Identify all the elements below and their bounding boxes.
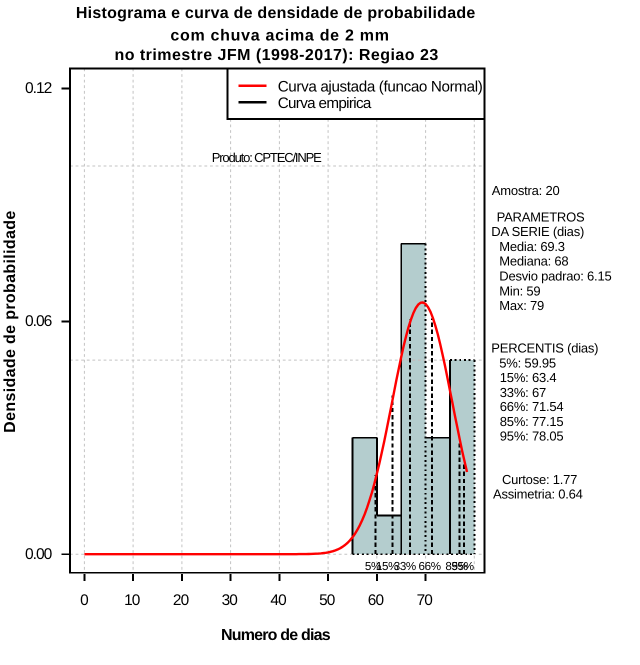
svg-text:Densidade de probabilidade: Densidade de probabilidade	[2, 210, 19, 432]
svg-text:15%: 63.4: 15%: 63.4	[500, 370, 557, 385]
svg-text:Amostra: 20: Amostra: 20	[492, 183, 560, 198]
svg-text:DA SERIE (dias): DA SERIE (dias)	[491, 224, 584, 239]
svg-text:Curva ajustada (funcao Normal): Curva ajustada (funcao Normal)	[278, 79, 483, 96]
svg-text:0: 0	[80, 592, 89, 609]
svg-text:Assimetria: 0.64: Assimetria: 0.64	[493, 487, 583, 502]
svg-text:0.00: 0.00	[25, 546, 53, 563]
svg-text:5%: 59.95: 5%: 59.95	[499, 355, 556, 370]
svg-text:10: 10	[124, 592, 140, 609]
svg-text:33%: 33%	[394, 560, 416, 573]
svg-text:85%: 77.15: 85%: 77.15	[500, 414, 564, 429]
svg-text:Histograma e curva de densidad: Histograma e curva de densidade de proba…	[76, 5, 476, 22]
svg-text:no trimestre JFM (1998-2017):: no trimestre JFM (1998-2017): Regiao 23	[114, 47, 438, 64]
svg-text:40: 40	[270, 592, 286, 609]
svg-text:Produto: CPTEC/INPE: Produto: CPTEC/INPE	[212, 150, 322, 165]
svg-text:Mediana: 68: Mediana: 68	[499, 254, 568, 269]
svg-text:70: 70	[417, 592, 433, 609]
svg-text:95%: 95%	[452, 560, 474, 573]
svg-text:66%: 71.54: 66%: 71.54	[500, 399, 564, 414]
svg-text:85%: 85%	[445, 560, 467, 573]
svg-text:Min: 59: Min: 59	[499, 283, 540, 298]
svg-text:0.12: 0.12	[25, 80, 52, 97]
svg-text:Numero de dias: Numero de dias	[221, 627, 331, 644]
svg-text:60: 60	[368, 592, 384, 609]
svg-text:Media: 69.3: Media: 69.3	[499, 239, 565, 254]
svg-text:95%: 78.05: 95%: 78.05	[500, 429, 564, 444]
svg-text:5%: 5%	[365, 560, 381, 573]
svg-text:Curtose: 1.77: Curtose: 1.77	[502, 472, 577, 487]
svg-text:Curva empirica: Curva empirica	[278, 95, 372, 112]
svg-text:50: 50	[319, 592, 335, 609]
svg-text:Max: 79: Max: 79	[499, 298, 544, 313]
svg-text:PARAMETROS: PARAMETROS	[497, 209, 585, 224]
svg-text:Desvio padrao: 6.15: Desvio padrao: 6.15	[499, 269, 611, 284]
svg-text:com chuva acima de 2 mm: com chuva acima de 2 mm	[170, 28, 389, 45]
svg-text:30: 30	[222, 592, 238, 609]
svg-text:0.06: 0.06	[25, 313, 52, 330]
svg-text:66%: 66%	[419, 560, 441, 573]
svg-text:20: 20	[173, 592, 189, 609]
svg-text:PERCENTIS (dias): PERCENTIS (dias)	[491, 341, 598, 356]
svg-text:33%: 67: 33%: 67	[500, 385, 546, 400]
svg-text:15%: 15%	[376, 560, 398, 573]
